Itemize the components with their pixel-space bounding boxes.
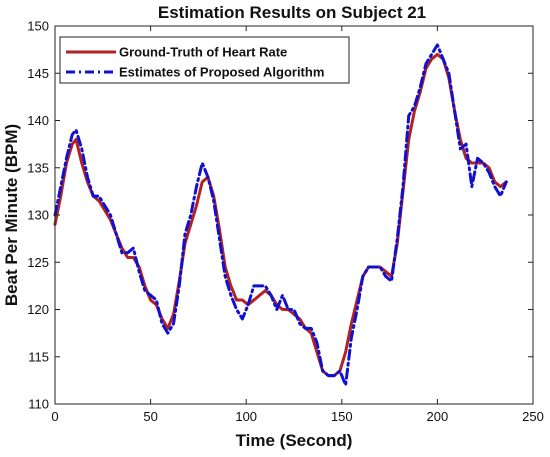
x-tick-label: 0 bbox=[51, 409, 58, 424]
y-tick-label: 130 bbox=[27, 208, 49, 223]
y-axis-label: Beat Per Minute (BPM) bbox=[2, 124, 21, 306]
legend-label-ground-truth: Ground-Truth of Heart Rate bbox=[119, 45, 287, 60]
x-tick-label: 150 bbox=[331, 409, 353, 424]
x-tick-label: 200 bbox=[427, 409, 449, 424]
y-tick-label: 120 bbox=[27, 302, 49, 317]
x-axis-label: Time (Second) bbox=[236, 431, 353, 450]
plot-area bbox=[55, 26, 533, 404]
x-tick-label: 250 bbox=[522, 409, 544, 424]
y-tick-label: 135 bbox=[27, 160, 49, 175]
y-tick-label: 150 bbox=[27, 19, 49, 34]
series-layer bbox=[53, 43, 508, 387]
series-line-ground-truth bbox=[53, 52, 508, 378]
y-tick-label: 145 bbox=[27, 66, 49, 81]
y-tick-label: 115 bbox=[28, 349, 49, 364]
legend-label-estimates: Estimates of Proposed Algorithm bbox=[119, 65, 324, 80]
series-line-estimates bbox=[53, 43, 508, 387]
tick-layer: 0 50 100 150 200 250 110 115 120 125 130 135 140 145 1… bbox=[27, 19, 544, 425]
chart-title: Estimation Results on Subject 21 bbox=[158, 3, 426, 22]
y-tick-label: 140 bbox=[27, 113, 49, 128]
x-tick-label: 100 bbox=[235, 409, 257, 424]
y-tick-label: 110 bbox=[28, 397, 49, 412]
legend: Ground-Truth of Heart Rate Estimates of … bbox=[59, 36, 350, 84]
y-tick-label: 125 bbox=[27, 255, 49, 270]
legend-box bbox=[59, 36, 350, 84]
x-tick-label: 50 bbox=[143, 409, 157, 424]
